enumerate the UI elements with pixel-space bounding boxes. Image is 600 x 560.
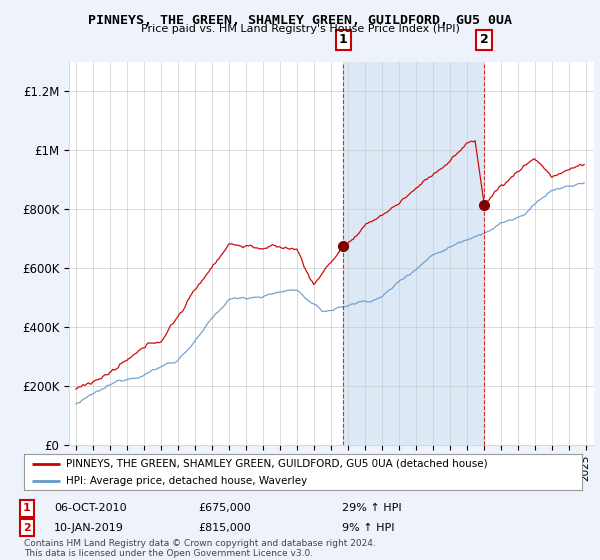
Text: 06-OCT-2010: 06-OCT-2010 [54,503,127,514]
Bar [343,62,484,445]
Text: HPI: Average price, detached house, Waverley: HPI: Average price, detached house, Wave… [66,476,307,486]
Text: 29% ↑ HPI: 29% ↑ HPI [342,503,401,514]
Text: 2: 2 [479,33,488,46]
Text: 10-JAN-2019: 10-JAN-2019 [54,522,124,533]
Text: 2: 2 [23,522,31,533]
Text: 9% ↑ HPI: 9% ↑ HPI [342,522,395,533]
Text: Price paid vs. HM Land Registry's House Price Index (HPI): Price paid vs. HM Land Registry's House … [140,24,460,34]
Text: Contains HM Land Registry data © Crown copyright and database right 2024.
This d: Contains HM Land Registry data © Crown c… [24,539,376,558]
Text: 1: 1 [23,503,31,514]
Text: PINNEYS, THE GREEN, SHAMLEY GREEN, GUILDFORD, GU5 0UA: PINNEYS, THE GREEN, SHAMLEY GREEN, GUILD… [88,14,512,27]
Text: £675,000: £675,000 [198,503,251,514]
Text: 1: 1 [339,33,348,46]
Text: £815,000: £815,000 [198,522,251,533]
Text: PINNEYS, THE GREEN, SHAMLEY GREEN, GUILDFORD, GU5 0UA (detached house): PINNEYS, THE GREEN, SHAMLEY GREEN, GUILD… [66,459,487,469]
